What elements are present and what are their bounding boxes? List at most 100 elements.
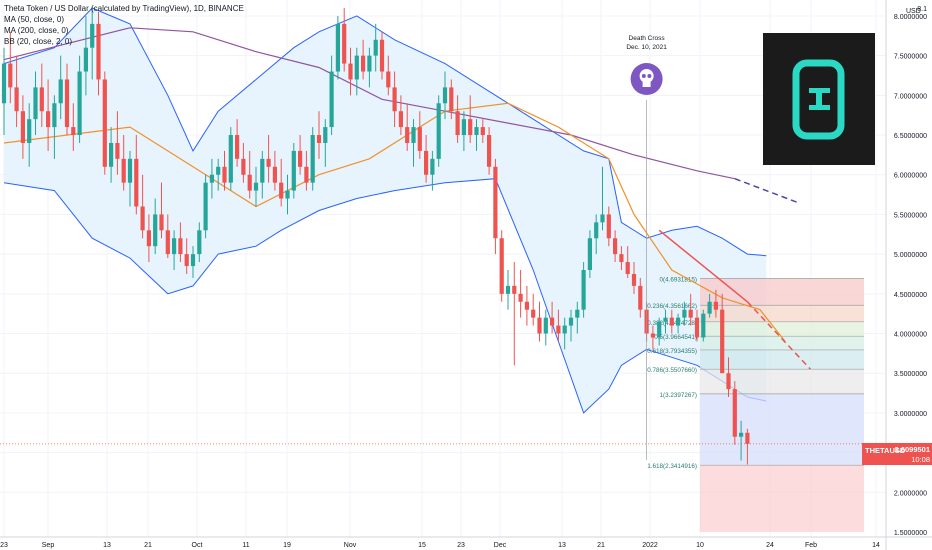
- candle-body: [512, 285, 517, 294]
- candle-body: [424, 150, 429, 175]
- skull-icon: [639, 69, 654, 83]
- candle-body: [153, 214, 158, 247]
- candle-body: [102, 79, 107, 167]
- fib-level-label: 0.5(3.9664541): [654, 334, 697, 341]
- fib-level-label: 1(3.2397267): [660, 392, 697, 399]
- candle-body: [657, 321, 662, 338]
- candle-body: [190, 254, 196, 267]
- candle-body: [455, 111, 460, 136]
- x-tick-label: Oct: [192, 542, 203, 549]
- bb-lower-line: [3, 178, 767, 414]
- candle-body: [178, 238, 183, 255]
- candle-body: [1, 63, 7, 104]
- candle-body: [461, 119, 466, 136]
- candle-body: [260, 158, 265, 183]
- y-tick-label: 8.0000000: [894, 14, 927, 21]
- candle-body: [127, 158, 133, 183]
- last-price-tag: THETAUSD 2.6099501 10:08: [862, 443, 932, 465]
- candle-body: [411, 127, 416, 143]
- candle-body: [8, 63, 13, 88]
- candle-body: [272, 166, 277, 183]
- fib-zone: [700, 305, 864, 322]
- candle-body: [518, 293, 523, 302]
- candle-body: [587, 238, 592, 270]
- candle-body: [613, 238, 618, 255]
- candle-body: [379, 39, 385, 72]
- candle-body: [96, 23, 101, 80]
- y-tick-label: 4.0000000: [894, 332, 927, 339]
- candle-body: [606, 214, 611, 239]
- candle-body: [449, 87, 454, 112]
- candle-body: [468, 119, 473, 136]
- candle-body: [197, 230, 202, 255]
- candle-body: [64, 79, 70, 128]
- y-tick-label: 5.0000000: [894, 252, 927, 259]
- theta-logo-icon: [792, 59, 845, 140]
- candle-body: [505, 285, 511, 294]
- fib-level-label: 0.236(4.3561662): [647, 303, 697, 310]
- candle-body: [209, 174, 214, 183]
- legend-ma200: MA (200, close, 0): [4, 26, 69, 35]
- x-tick-label: 2022: [642, 542, 658, 549]
- candle-body: [14, 87, 19, 112]
- candle-body: [417, 127, 422, 151]
- price-tag-countdown: 10:08: [911, 455, 930, 464]
- candle-body: [688, 309, 693, 318]
- candle-body: [33, 87, 38, 120]
- fib-zone: [700, 349, 864, 370]
- candle-body: [499, 238, 504, 294]
- y-tick-label: 8.1: [917, 6, 927, 13]
- candle-body: [392, 87, 397, 112]
- bb-upper-line: [3, 7, 767, 257]
- y-tick-label: 7.0000000: [894, 93, 927, 100]
- candle-body: [720, 309, 725, 374]
- candle-body: [713, 301, 718, 310]
- ma200-line: [3, 27, 735, 180]
- y-tick-label: 4.5000000: [894, 292, 927, 299]
- candle-body: [682, 309, 687, 318]
- x-tick-label: 23: [457, 542, 465, 549]
- candle-body: [216, 166, 221, 175]
- x-tick-label: Nov: [344, 542, 357, 549]
- candle-body: [323, 127, 328, 143]
- y-tick-label: 3.5000000: [894, 371, 927, 378]
- theta-logo: [763, 33, 875, 165]
- x-tick-label: 19: [283, 542, 291, 549]
- y-tick-label: 6.0000000: [894, 173, 927, 180]
- candle-body: [140, 206, 145, 231]
- candle-body: [524, 301, 529, 310]
- candle-body: [581, 270, 586, 310]
- x-tick-label: 21: [597, 542, 605, 549]
- skull-eye-left: [641, 74, 646, 78]
- candle-body: [707, 301, 712, 314]
- candle-body: [575, 309, 580, 318]
- y-tick-label: 7.5000000: [894, 54, 927, 61]
- candle-body: [222, 166, 227, 183]
- x-tick-label: 14: [872, 542, 880, 549]
- candle-body: [52, 103, 57, 128]
- candle-body: [739, 432, 744, 437]
- candle-body: [594, 222, 599, 239]
- candle-body: [694, 317, 700, 338]
- candle-body: [354, 55, 359, 80]
- price-tag-symbol: THETAUSD: [865, 446, 906, 455]
- candle-body: [562, 325, 567, 334]
- candle-body: [676, 317, 681, 326]
- legend-title: Theta Token / US Dollar (calculated by T…: [4, 4, 244, 13]
- candle-body: [165, 230, 170, 255]
- candle-body: [285, 190, 290, 199]
- x-tick-label: 21: [144, 542, 152, 549]
- candle-body: [27, 119, 32, 143]
- candle-body: [253, 182, 259, 191]
- candle-body: [531, 309, 536, 318]
- ma200-projection-line: [734, 177, 799, 204]
- x-tick-label: Dec: [494, 542, 507, 549]
- candle-body: [430, 158, 435, 175]
- fib-level-label: 0(4.6931815): [660, 276, 697, 283]
- candle-body: [726, 373, 731, 390]
- candle-body: [631, 273, 637, 286]
- candle-body: [701, 313, 706, 338]
- candle-body: [83, 47, 88, 72]
- death-cross-date: Dec. 10, 2021: [626, 44, 667, 51]
